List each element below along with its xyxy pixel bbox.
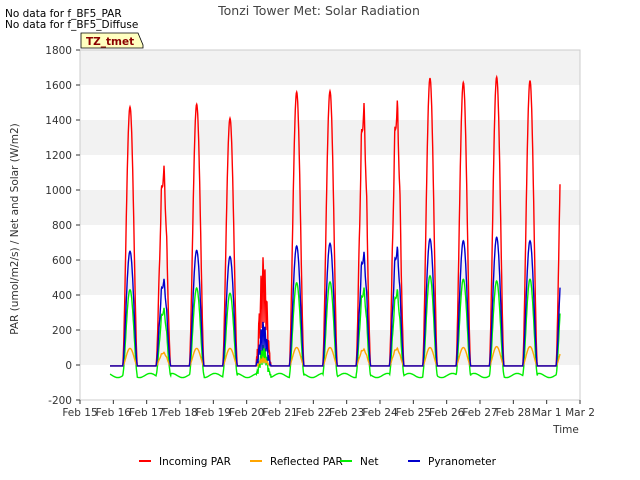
x-tick-label: Mar 2 bbox=[565, 407, 595, 419]
y-tick-label: 200 bbox=[52, 325, 72, 337]
y-tick-label: 600 bbox=[52, 255, 72, 267]
y-tick-label: 1600 bbox=[45, 80, 72, 92]
x-tick-label: Feb 28 bbox=[496, 407, 531, 419]
y-axis-label: PAR (umol/m2/s) / Net and Solar (W/m2) bbox=[9, 123, 21, 335]
x-tick-label: Feb 16 bbox=[96, 407, 132, 419]
grid-band bbox=[80, 50, 580, 85]
legend-label: Pyranometer bbox=[428, 456, 497, 468]
x-tick-label: Feb 21 bbox=[262, 407, 297, 419]
x-tick-label: Feb 25 bbox=[396, 407, 431, 419]
y-tick-label: 1200 bbox=[45, 150, 72, 162]
x-tick-label: Feb 15 bbox=[62, 407, 97, 419]
no-data-note-par: No data for f_BF5_PAR bbox=[5, 8, 122, 20]
series-layer bbox=[109, 74, 561, 379]
x-tick-label: Feb 24 bbox=[362, 407, 398, 419]
x-axis-label: Time bbox=[552, 424, 579, 436]
grid-band bbox=[80, 260, 580, 295]
grid-band bbox=[80, 120, 580, 155]
chart-title: Tonzi Tower Met: Solar Radiation bbox=[217, 3, 420, 18]
x-tick-label: Feb 22 bbox=[296, 407, 331, 419]
y-tick-label: 0 bbox=[65, 360, 72, 372]
grid-band bbox=[80, 155, 580, 190]
grid-band bbox=[80, 190, 580, 225]
x-tick-label: Mar 1 bbox=[532, 407, 562, 419]
legend-label: Incoming PAR bbox=[159, 456, 231, 468]
x-tick-label: Feb 18 bbox=[162, 407, 197, 419]
tag-label: TZ_tmet bbox=[86, 36, 134, 48]
x-tick-label: Feb 26 bbox=[429, 407, 465, 419]
y-tick-label: 400 bbox=[52, 290, 72, 302]
grid-band bbox=[80, 365, 580, 400]
x-tick-label: Feb 19 bbox=[196, 407, 231, 419]
y-tick-label: 1000 bbox=[45, 185, 72, 197]
x-tick-label: Feb 23 bbox=[329, 407, 364, 419]
grid-bands bbox=[80, 50, 580, 400]
y-tick-label: -200 bbox=[48, 395, 72, 407]
x-tick-label: Feb 17 bbox=[129, 407, 164, 419]
y-tick-label: 1400 bbox=[45, 115, 72, 127]
legend-label: Net bbox=[360, 456, 378, 468]
legend: Incoming PAR Reflected PAR Net Pyranometer bbox=[139, 456, 497, 468]
no-data-note-diffuse: No data for f_BF5_Diffuse bbox=[5, 19, 139, 31]
y-tick-label: 1800 bbox=[45, 45, 72, 57]
grid-band bbox=[80, 295, 580, 330]
x-tick-label: Feb 20 bbox=[229, 407, 264, 419]
series-line-net bbox=[109, 274, 561, 379]
y-axis: -200 0 200 400 600 800 1000 1200 1400 1600 1800 bbox=[45, 45, 80, 407]
tz-tmet-tag: TZ_tmet bbox=[80, 32, 144, 49]
x-tick-label: Feb 27 bbox=[462, 407, 497, 419]
series-line-pyranometer bbox=[110, 236, 561, 367]
y-tick-label: 800 bbox=[52, 220, 72, 232]
legend-label: Reflected PAR bbox=[270, 456, 343, 468]
